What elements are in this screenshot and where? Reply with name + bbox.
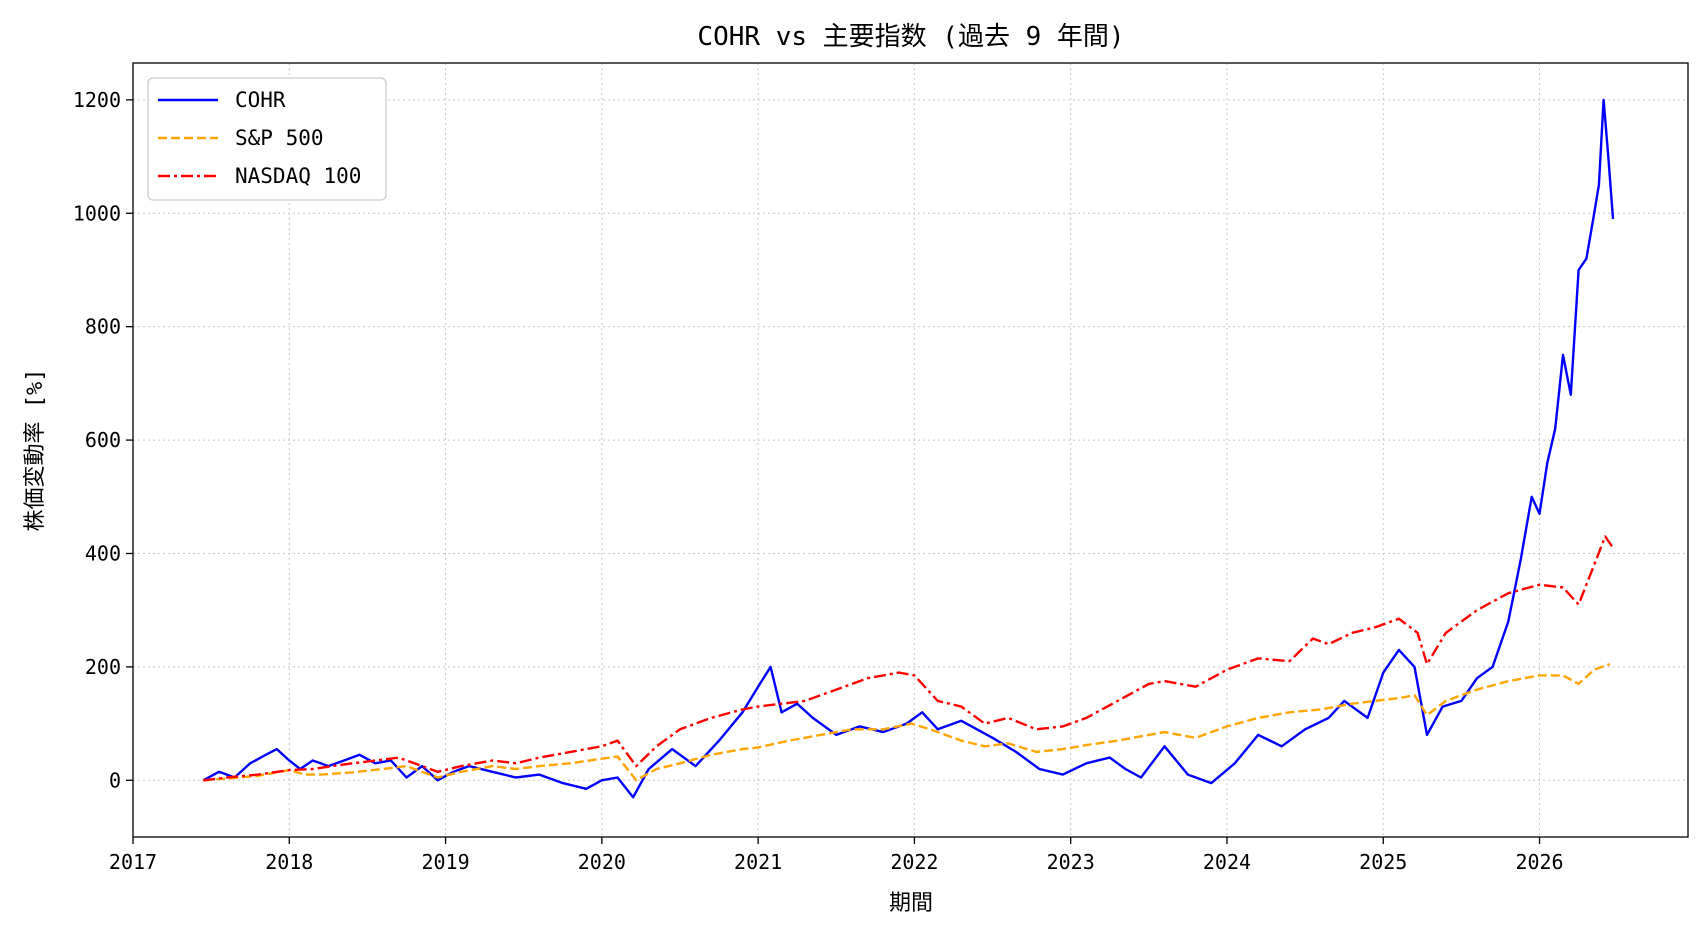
y-tick-label: 0 bbox=[109, 768, 121, 792]
x-tick-label: 2023 bbox=[1047, 850, 1095, 874]
y-tick-label: 800 bbox=[85, 315, 121, 339]
legend-label: COHR bbox=[235, 88, 286, 112]
x-tick-label: 2024 bbox=[1203, 850, 1251, 874]
y-axis-label: 株価変動率 [%] bbox=[23, 369, 48, 532]
x-tick-label: 2020 bbox=[578, 850, 626, 874]
grid bbox=[132, 63, 1688, 837]
x-tick-label: 2021 bbox=[734, 850, 782, 874]
y-tick-label: 1000 bbox=[73, 201, 121, 225]
y-tick-label: 200 bbox=[85, 655, 121, 679]
legend-box bbox=[147, 77, 387, 201]
legend: COHR S&P 500 NASDAQ 100 bbox=[147, 77, 387, 201]
legend-label: NASDAQ 100 bbox=[235, 164, 361, 188]
series-line-nasdaq-100 bbox=[203, 535, 1614, 782]
y-tick-label: 1200 bbox=[73, 88, 121, 112]
x-tick-label: 2025 bbox=[1359, 850, 1407, 874]
x-tick-label: 2022 bbox=[890, 850, 938, 874]
series-lines bbox=[202, 98, 1615, 799]
y-tick-label: 400 bbox=[85, 541, 121, 565]
x-tick-label: 2018 bbox=[265, 850, 313, 874]
series-line-cohr bbox=[202, 98, 1615, 799]
chart-title: COHR vs 主要指数 (過去 9 年間) bbox=[697, 22, 1124, 52]
axis-ticks: 2017 2018 2019 2020 2021 2022 2023 2024 2025 2026… bbox=[73, 88, 1564, 874]
plot-frame bbox=[132, 62, 1689, 838]
series-line-s-p-500 bbox=[203, 662, 1611, 782]
x-tick-label: 2026 bbox=[1515, 850, 1563, 874]
legend-label: S&P 500 bbox=[235, 126, 324, 150]
x-tick-label: 2019 bbox=[421, 850, 469, 874]
x-axis-label: 期間 bbox=[889, 891, 933, 916]
y-tick-label: 600 bbox=[85, 428, 121, 452]
x-tick-label: 2017 bbox=[109, 850, 157, 874]
